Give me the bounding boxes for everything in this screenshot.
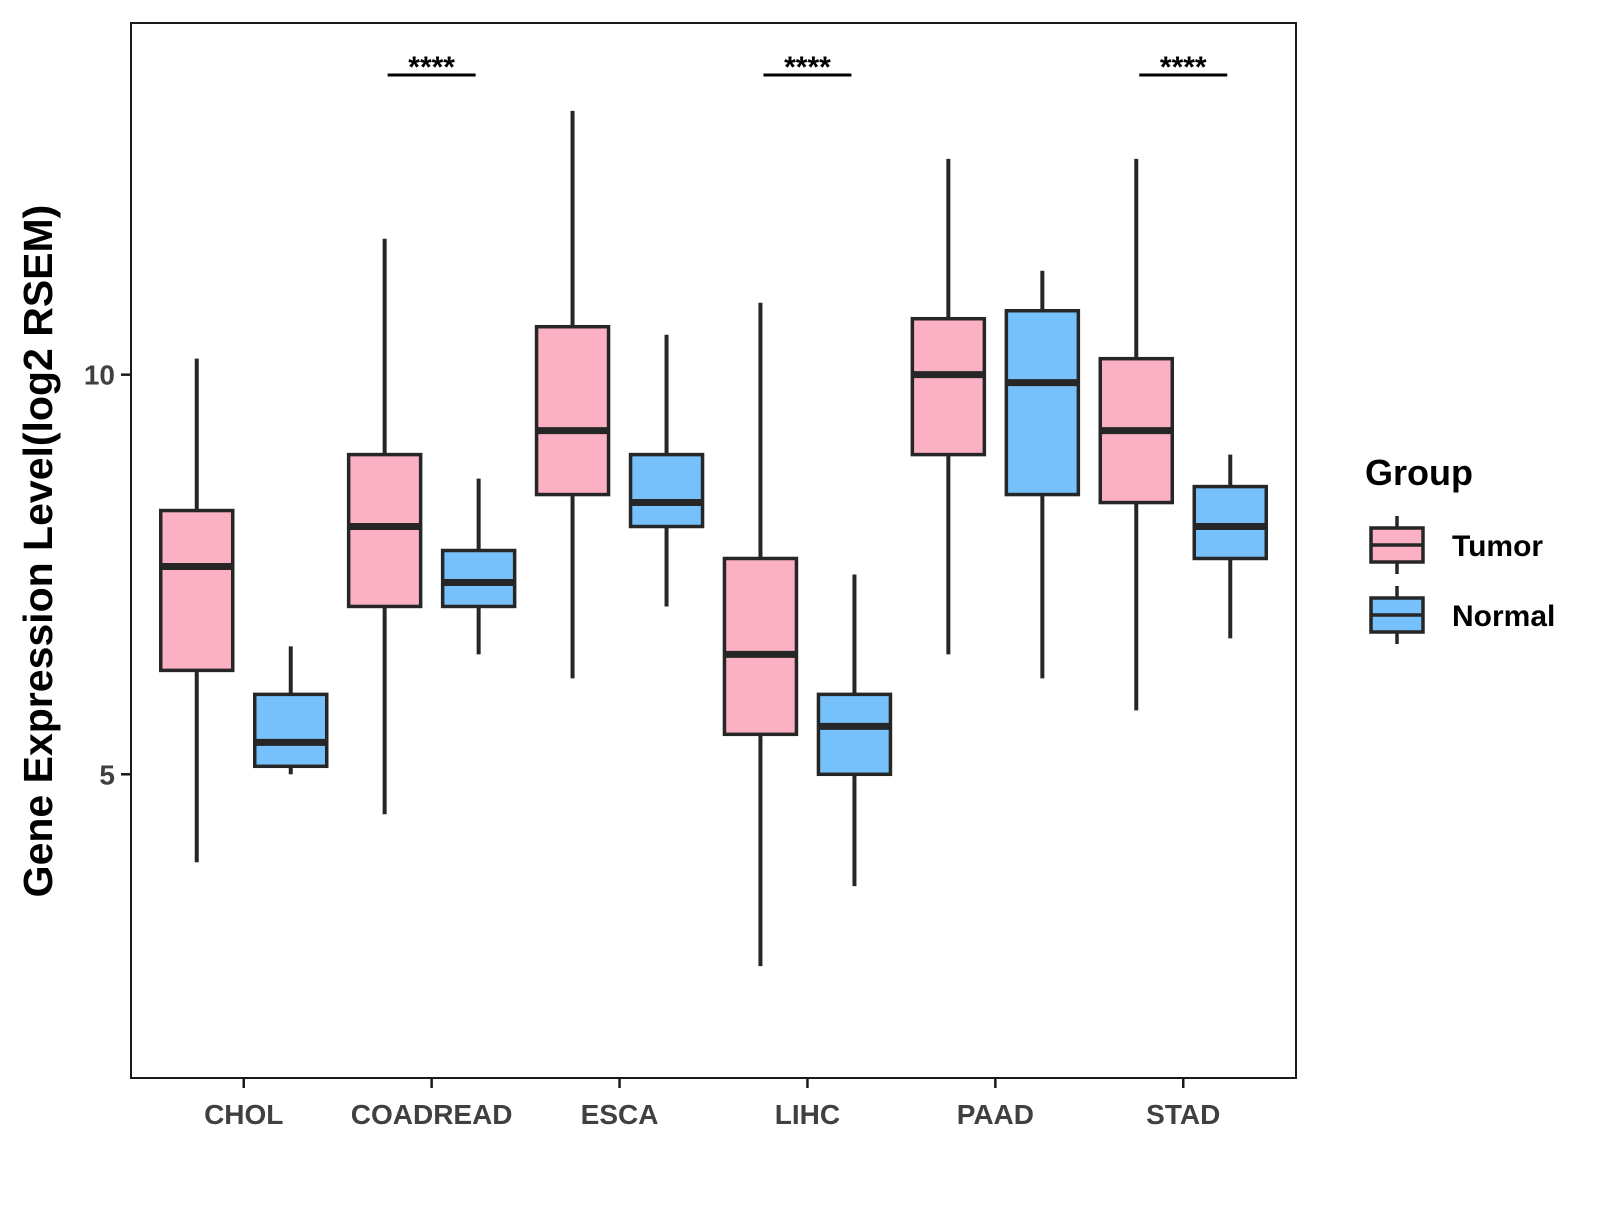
- legend: Group Tumor Normal: [1365, 452, 1555, 644]
- significance-stad: ****: [1139, 51, 1228, 84]
- box-normal-paad: [1004, 270, 1081, 679]
- x-tick-label-stad: STAD: [1146, 1099, 1220, 1130]
- box-iqr: [816, 692, 893, 777]
- x-tick-label-paad: PAAD: [957, 1099, 1034, 1130]
- legend-entry-tumor: Tumor: [1369, 516, 1543, 574]
- box-iqr: [158, 508, 235, 673]
- box-tumor-chol: [158, 358, 235, 863]
- legend-entries: Tumor Normal: [1369, 516, 1555, 644]
- box-normal-chol: [252, 646, 329, 775]
- box-iqr: [1004, 308, 1081, 497]
- significance-label: ****: [784, 51, 831, 84]
- box-iqr: [534, 324, 611, 497]
- legend-title: Group: [1365, 452, 1473, 493]
- legend-label-normal: Normal: [1452, 600, 1555, 633]
- legend-label-tumor: Tumor: [1452, 530, 1543, 563]
- y-tick-label-5: 5: [99, 759, 115, 790]
- x-tick-label-coadread: COADREAD: [351, 1099, 513, 1130]
- box-iqr: [628, 452, 705, 529]
- x-tick-label-lihc: LIHC: [775, 1099, 840, 1130]
- significance-lihc: ****: [763, 51, 852, 84]
- box-tumor-stad: [1098, 158, 1175, 711]
- significance-label: ****: [1160, 51, 1207, 84]
- box-iqr: [1192, 484, 1269, 561]
- legend-entry-normal: Normal: [1369, 586, 1555, 644]
- box-iqr: [346, 452, 423, 609]
- significance-label: ****: [408, 51, 455, 84]
- chart-marks: **** **** ****: [158, 51, 1269, 967]
- box-normal-esca: [628, 334, 705, 607]
- box-tumor-coadread: [346, 238, 423, 815]
- box-tumor-paad: [910, 158, 987, 655]
- box-tumor-esca: [534, 110, 611, 679]
- box-normal-lihc: [816, 574, 893, 887]
- box-normal-stad: [1192, 454, 1269, 639]
- plot-panel-border: [130, 22, 1297, 1079]
- chart-axes: CHOL COADREAD ESCA LIHC PAAD STAD 5 10: [84, 360, 1220, 1130]
- x-tick-label-esca: ESCA: [581, 1099, 659, 1130]
- y-tick-label-10: 10: [84, 360, 115, 391]
- box-tumor-lihc: [722, 302, 799, 967]
- y-axis-label: Gene Expression Level(log2 RSEM): [15, 205, 61, 898]
- box-iqr: [910, 316, 987, 457]
- box-normal-coadread: [440, 478, 517, 655]
- x-tick-label-chol: CHOL: [204, 1099, 283, 1130]
- box-iqr: [440, 548, 517, 609]
- significance-coadread: ****: [387, 51, 476, 84]
- box-iqr: [252, 692, 329, 769]
- box-iqr: [722, 556, 799, 737]
